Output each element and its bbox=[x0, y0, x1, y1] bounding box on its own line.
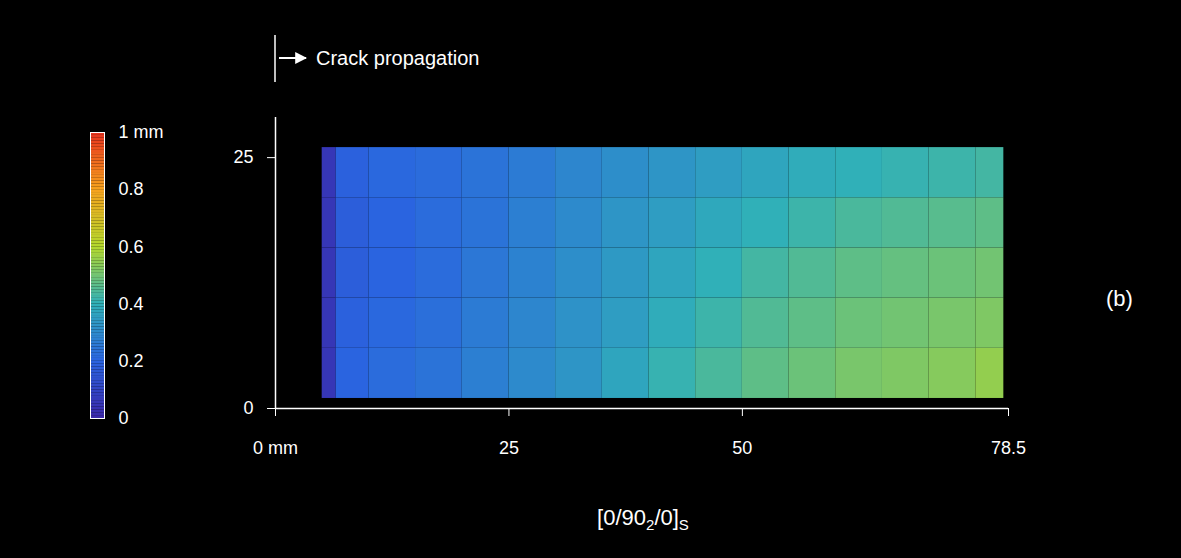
svg-text:0: 0 bbox=[119, 408, 129, 428]
svg-text:25: 25 bbox=[499, 438, 519, 458]
svg-text:0: 0 bbox=[243, 398, 253, 418]
svg-text:0 mm: 0 mm bbox=[253, 438, 298, 458]
svg-text:50: 50 bbox=[732, 438, 752, 458]
svg-text:0.4: 0.4 bbox=[119, 294, 144, 314]
svg-text:0.8: 0.8 bbox=[119, 179, 144, 199]
html-text:[0/90: [0/90 bbox=[597, 505, 646, 530]
svg-text:1 mm: 1 mm bbox=[119, 122, 164, 142]
html-text:2/0]S: 2/0]S bbox=[646, 505, 689, 533]
svg-text:25: 25 bbox=[233, 147, 253, 167]
svg-text:78.5: 78.5 bbox=[991, 438, 1026, 458]
svg-text:0.6: 0.6 bbox=[119, 237, 144, 257]
svg-text:Crack propagation: Crack propagation bbox=[316, 47, 479, 69]
svg-text:0.2: 0.2 bbox=[119, 351, 144, 371]
html-text:(b): (b) bbox=[1106, 286, 1133, 311]
